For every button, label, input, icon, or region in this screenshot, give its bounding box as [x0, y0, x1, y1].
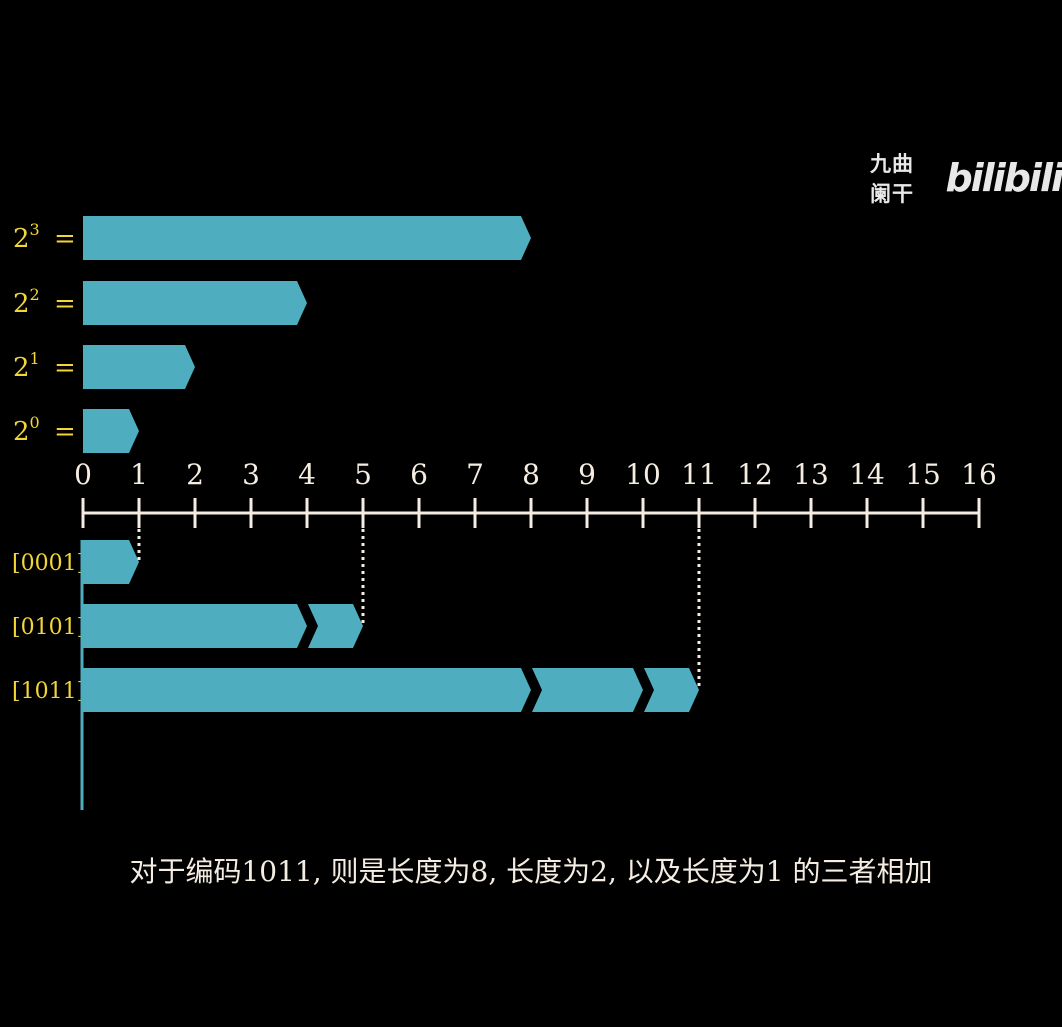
code-segment: [644, 668, 699, 712]
code-segment: [83, 540, 139, 584]
code-row: [0001]: [12, 529, 141, 584]
code-segment: [83, 604, 307, 648]
bilibili-logo: bilibili: [945, 156, 1062, 200]
tick-label: 1: [130, 458, 148, 491]
tick-label: 16: [961, 458, 997, 491]
tick-label: 14: [849, 458, 885, 491]
tick-label: 6: [410, 458, 428, 491]
code-row: [1011]: [12, 529, 701, 712]
code-bars-group: [0001] [0101] [1011]: [12, 529, 701, 810]
tick-label: 4: [298, 458, 316, 491]
tick-label: 0: [74, 458, 92, 491]
power-exponent: 2: [30, 285, 40, 304]
power-base: 2: [13, 224, 30, 254]
tick-label: 12: [737, 458, 773, 491]
power-bar: [83, 216, 531, 260]
watermark: 九曲阑干 bilibili: [870, 148, 1062, 208]
code-segment: [308, 604, 363, 648]
power-row: 21 = 2: [13, 345, 195, 389]
power-base: 2: [13, 417, 30, 447]
tick-label: 10: [625, 458, 661, 491]
tick-label: 8: [522, 458, 540, 491]
tick-label: 2: [186, 458, 204, 491]
code-label: [1011]: [12, 679, 85, 704]
power-exponent: 3: [30, 220, 40, 239]
power-bar: [83, 409, 139, 453]
power-bar: [83, 281, 307, 325]
power-exponent: 1: [30, 349, 40, 368]
power-base: 2: [13, 353, 30, 383]
tick-label: 13: [793, 458, 829, 491]
tick-label: 3: [242, 458, 260, 491]
power-bar: [83, 345, 195, 389]
code-segment: [532, 668, 643, 712]
tick-label: 11: [681, 458, 717, 491]
power-base: 2: [13, 289, 30, 319]
power-bars-group: 23 = 8 22 = 4 21 = 2 20 = 1: [13, 216, 531, 453]
power-row: 22 = 4: [13, 281, 307, 325]
code-segment: [83, 668, 531, 712]
power-exponent: 0: [30, 413, 40, 432]
power-row: 23 = 8: [13, 216, 531, 260]
tick-label: 7: [466, 458, 484, 491]
code-label: [0001]: [12, 551, 85, 576]
watermark-text: 九曲阑干: [870, 152, 914, 206]
tick-label: 9: [578, 458, 596, 491]
code-label: [0101]: [12, 615, 85, 640]
subtitle-caption: 对于编码1011, 则是长度为8, 长度为2, 以及长度为1 的三者相加: [129, 855, 933, 888]
tick-label: 5: [354, 458, 372, 491]
code-row: [0101]: [12, 529, 365, 648]
power-row: 20 = 1: [13, 409, 139, 453]
tick-label: 15: [905, 458, 941, 491]
number-line: 0 1 2 3 4 5 6 7 8 9 10 11 12 13 14 15 16: [74, 458, 997, 528]
